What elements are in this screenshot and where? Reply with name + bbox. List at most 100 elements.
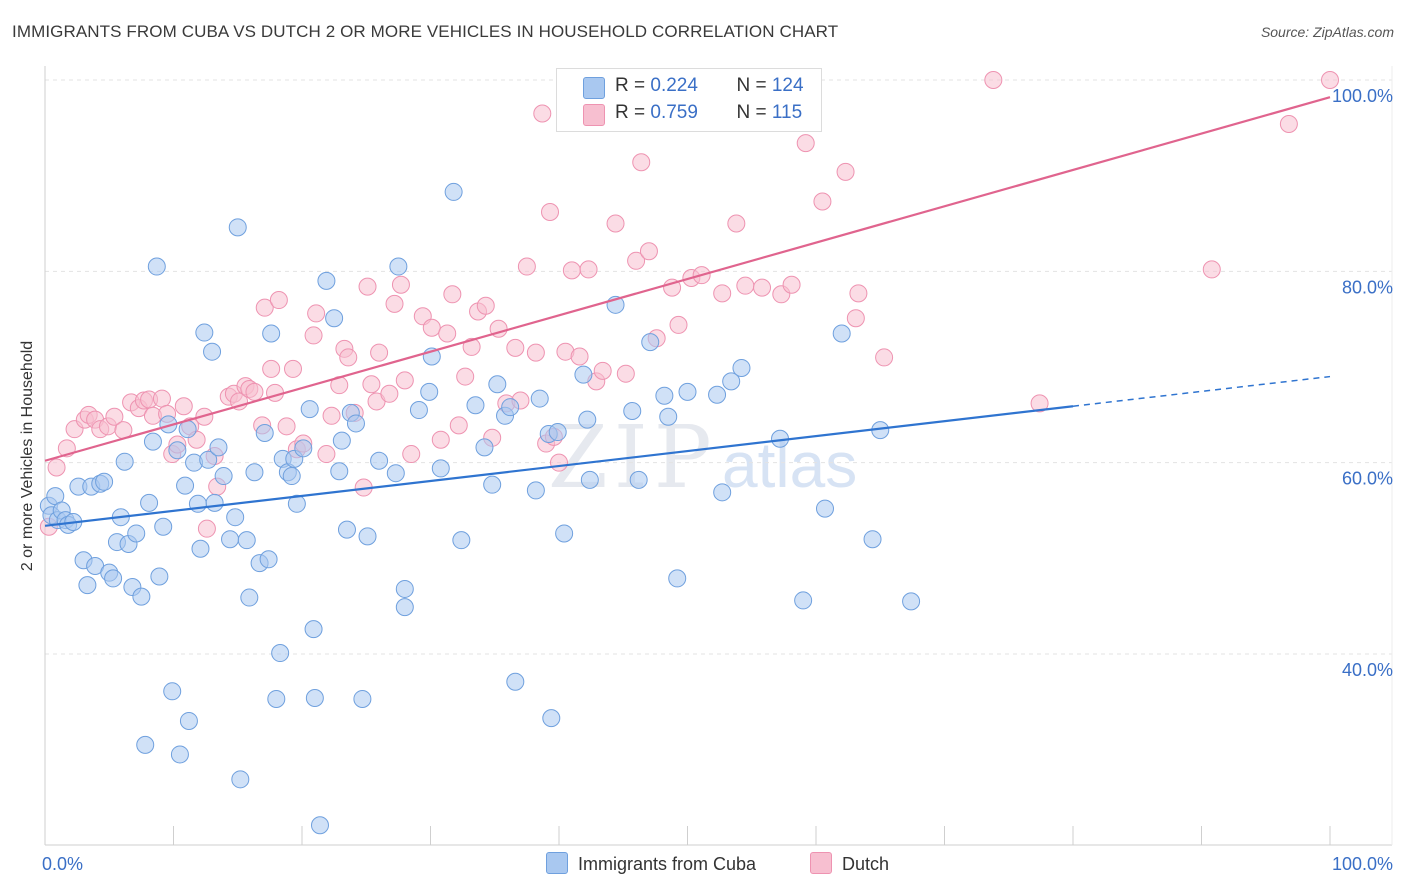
data-point-cuba (231, 770, 250, 789)
data-point-dutch (1321, 71, 1339, 89)
y-tick-label: 40.0% (1342, 660, 1393, 680)
data-point-dutch (456, 367, 475, 386)
data-point-cuba (271, 644, 290, 663)
data-point-cuba (678, 382, 697, 401)
data-point-cuba (262, 324, 281, 343)
data-point-cuba (78, 576, 97, 595)
data-point-cuba (199, 450, 218, 469)
data-point-cuba (395, 598, 414, 617)
data-point-cuba (191, 539, 210, 558)
data-point-cuba (732, 358, 751, 377)
data-point-cuba (370, 451, 389, 470)
data-point-dutch (736, 276, 755, 295)
data-point-cuba (722, 372, 741, 391)
trend-line-cuba-extension (1072, 375, 1331, 407)
data-point-dutch (1279, 115, 1298, 134)
data-point-cuba (240, 588, 259, 607)
data-point-dutch (570, 347, 589, 366)
data-point-cuba (245, 463, 264, 482)
data-point-cuba (115, 452, 134, 471)
legend-n-value-cuba: 124 (771, 75, 804, 96)
y-tick-label: 60.0% (1342, 469, 1393, 489)
bottom-legend-dutch: Dutch (810, 852, 889, 875)
data-point-dutch (632, 153, 651, 172)
x-tick-label: 100.0% (1332, 854, 1393, 874)
data-point-dutch (875, 348, 894, 367)
data-point-dutch (362, 375, 381, 394)
legend-r-value-cuba: 0.224 (650, 75, 698, 96)
data-point-dutch (782, 275, 801, 294)
data-point-cuba (140, 493, 159, 512)
data-point-dutch (304, 326, 323, 345)
data-point-cuba (203, 342, 222, 361)
data-point-dutch (385, 294, 404, 313)
data-point-dutch (380, 384, 399, 403)
data-point-cuba (337, 520, 356, 539)
watermark-atlas: atlas (722, 429, 858, 501)
data-point-dutch (431, 430, 450, 449)
data-point-cuba (205, 493, 224, 512)
legend-n-label: N = (736, 75, 772, 96)
data-point-dutch (152, 389, 171, 408)
data-point-dutch (322, 406, 341, 425)
data-point-cuba (506, 672, 525, 691)
data-point-cuba (530, 389, 549, 408)
data-point-dutch (358, 277, 377, 296)
data-point-dutch (550, 453, 568, 472)
data-point-cuba (325, 309, 344, 328)
data-point-dutch (197, 519, 216, 538)
data-point-cuba (708, 385, 727, 404)
data-point-dutch (606, 214, 625, 233)
data-point-cuba (501, 398, 520, 417)
trend-lines (44, 96, 1331, 527)
data-point-cuba (475, 438, 494, 457)
data-point-dutch (174, 397, 193, 416)
data-point-dutch (753, 278, 772, 297)
data-point-dutch (533, 104, 552, 123)
data-point-dutch (663, 278, 682, 297)
data-point-cuba (287, 494, 306, 513)
data-point-cuba (132, 587, 151, 606)
data-point-cuba (659, 407, 678, 426)
data-point-cuba (395, 579, 414, 598)
data-point-cuba (317, 271, 336, 290)
legend-swatch-cuba (583, 77, 605, 99)
data-point-cuba (300, 400, 319, 419)
data-point-cuba (389, 257, 408, 276)
data-point-cuba (623, 402, 642, 421)
legend-r-label: R = (615, 75, 651, 96)
data-point-cuba (902, 592, 921, 611)
data-point-cuba (444, 182, 463, 201)
data-point-cuba (488, 375, 507, 394)
data-point-dutch (627, 251, 646, 270)
data-point-cuba (641, 333, 660, 352)
data-point-dutch (713, 284, 732, 303)
legend-n-label: N = (736, 102, 772, 123)
data-point-dutch (846, 309, 865, 328)
axes (44, 66, 1393, 846)
data-point-dutch (339, 348, 358, 367)
data-point-dutch (245, 382, 264, 401)
data-point-cuba (548, 423, 567, 442)
data-point-cuba (95, 472, 114, 491)
data-point-cuba (310, 816, 329, 835)
data-point-cuba (226, 508, 245, 527)
data-point-cuba (294, 439, 313, 458)
data-point-cuba (178, 420, 197, 439)
data-point-dutch (443, 285, 462, 304)
data-point-dutch (438, 324, 457, 343)
data-point-cuba (794, 591, 813, 610)
data-point-dutch (262, 359, 281, 378)
data-point-cuba (431, 459, 450, 478)
data-point-cuba (358, 527, 377, 546)
data-point-cuba (815, 499, 834, 518)
legend-r-label: R = (615, 102, 651, 123)
data-point-dutch (727, 214, 746, 233)
data-point-dutch (506, 338, 525, 357)
bottom-legend-swatch-dutch (810, 852, 832, 874)
data-point-cuba (305, 689, 324, 708)
data-point-cuba (154, 517, 173, 536)
data-point-cuba (713, 483, 732, 502)
data-point-dutch (813, 192, 832, 211)
data-point-dutch (317, 445, 336, 464)
